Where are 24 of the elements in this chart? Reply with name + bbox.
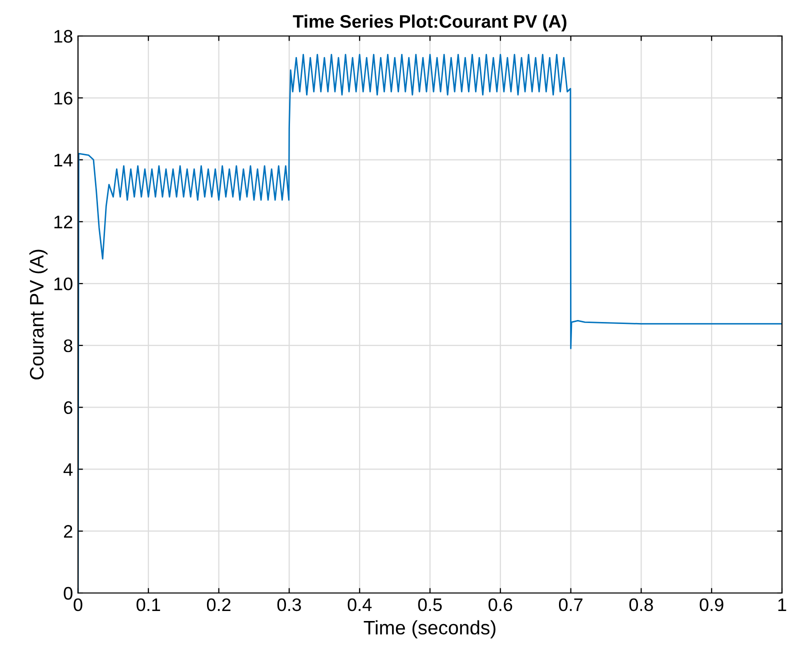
x-tick-label: 0 — [74, 598, 82, 612]
x-tick-label: 0.6 — [488, 598, 512, 612]
x-tick-label: 0.9 — [700, 598, 724, 612]
y-axis-title: Courant PV (A) — [29, 250, 48, 380]
y-tick-label: 6 — [64, 401, 72, 414]
y-tick-label: 8 — [64, 339, 72, 352]
y-tick-label: 4 — [64, 463, 73, 476]
y-tick-label: 2 — [64, 525, 72, 538]
x-axis-title: Time (seconds) — [364, 620, 496, 638]
y-tick-label: 18 — [54, 30, 72, 43]
x-tick-label: 0.8 — [629, 598, 653, 612]
x-tick-label: 0.1 — [136, 598, 160, 612]
chart-title: Time Series Plot:Courant PV (A) — [292, 14, 566, 32]
x-tick-label: 0.4 — [348, 598, 372, 612]
y-tick-label: 0 — [64, 586, 72, 600]
y-tick-label: 14 — [54, 154, 73, 166]
y-tick-label: 10 — [54, 277, 72, 290]
x-tick-label: 0.7 — [558, 598, 582, 612]
x-tick-label: 0.2 — [206, 598, 230, 612]
x-tick-label: 0.3 — [277, 598, 301, 612]
y-tick-label: 12 — [54, 216, 72, 228]
x-tick-label: 1 — [778, 598, 786, 611]
y-tick-label: 16 — [54, 92, 72, 105]
x-tick-label: 0.5 — [418, 598, 442, 612]
